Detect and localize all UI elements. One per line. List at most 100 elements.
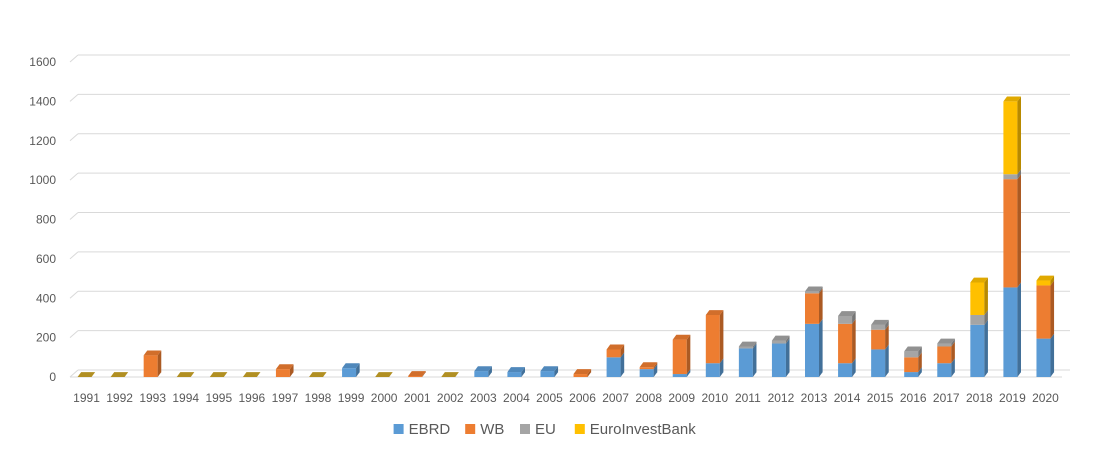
- bar-side: [686, 369, 691, 377]
- bar-top: [375, 372, 393, 377]
- bar-stack: [705, 310, 724, 377]
- bar-top: [805, 286, 823, 292]
- bar-side: [157, 350, 162, 377]
- bar-segment-ebrd: [970, 324, 985, 377]
- bar-top: [738, 341, 757, 347]
- legend: EBRD WB EU EuroInvestBank: [393, 421, 696, 438]
- bar-segment-wb: [408, 376, 423, 377]
- gridline-wall: [69, 172, 79, 181]
- y-tick-label: 400: [36, 291, 56, 305]
- bar-stack: [573, 369, 592, 377]
- bar-side: [1017, 96, 1021, 175]
- legend-swatch: [393, 424, 404, 434]
- bar-stack: [176, 372, 195, 377]
- bar-side: [521, 367, 525, 377]
- bar-side: [918, 346, 922, 358]
- x-tick-label: 2016: [900, 391, 927, 405]
- y-tick-label: 800: [36, 213, 56, 227]
- bar-top: [408, 371, 426, 377]
- bar-stack: [540, 366, 559, 377]
- bar-segment-ebrd: [672, 374, 687, 377]
- bar-stack: [309, 372, 327, 377]
- bar-side: [422, 371, 426, 377]
- bar-side: [785, 338, 790, 377]
- bar-side: [885, 324, 889, 350]
- bar-top: [970, 277, 988, 283]
- bar-segment-ebrd: [507, 372, 522, 377]
- bar-top: [77, 372, 96, 377]
- bar-stack: [970, 277, 988, 377]
- legend-swatch: [520, 424, 530, 434]
- x-tick-label: 2007: [602, 391, 629, 405]
- x-tick-label: 2005: [536, 391, 563, 405]
- bar-top: [176, 372, 195, 377]
- bar-stack: [474, 366, 492, 377]
- bar-stack: [937, 338, 955, 377]
- gridline-wall: [69, 251, 79, 260]
- bar-side: [1017, 174, 1021, 288]
- bar-stack: [838, 311, 856, 377]
- x-tick-label: 2010: [701, 391, 728, 405]
- bar-stack: [110, 372, 129, 377]
- bar-segment-eu: [738, 346, 753, 349]
- bar-segment-euroinvestbank: [1003, 101, 1018, 175]
- bar-segment-wb: [904, 357, 919, 373]
- bar-segment-wb: [805, 293, 819, 324]
- bar-side: [885, 319, 889, 330]
- x-tick-label: 1996: [239, 391, 266, 405]
- gridlines: [69, 54, 1070, 378]
- bar-side: [752, 341, 757, 349]
- bar-side: [984, 310, 988, 325]
- bar-segment-wb: [1036, 285, 1051, 339]
- bar-side: [653, 362, 658, 370]
- legend-swatch: [574, 424, 585, 434]
- gridline-wall: [69, 330, 79, 339]
- legend-item: WB: [465, 421, 504, 438]
- bar-side: [819, 318, 823, 377]
- y-tick-label: 1600: [29, 55, 56, 69]
- bar-top: [1036, 275, 1055, 281]
- bar-segment-eu: [1003, 174, 1018, 180]
- bar-top: [771, 335, 790, 341]
- bar-stack: [1036, 275, 1055, 377]
- bar-segment-ebrd: [540, 371, 555, 377]
- bar-side: [984, 319, 988, 377]
- bar-segment-ebrd: [1036, 338, 1051, 377]
- bar-top: [507, 367, 525, 373]
- bar-top: [309, 372, 327, 377]
- bar-segment-eu: [838, 315, 853, 324]
- gridline-wall: [69, 133, 79, 142]
- bar-segment-wb: [639, 367, 654, 370]
- y-tick-label: 600: [36, 252, 56, 266]
- bar-side: [852, 311, 856, 324]
- x-tick-label: 2018: [966, 391, 993, 405]
- bar-side: [488, 366, 492, 377]
- bar-stack: [672, 334, 691, 377]
- x-tick-label: 2008: [635, 391, 662, 405]
- bar-side: [554, 366, 559, 377]
- bar-stack: [639, 362, 658, 377]
- bar-side: [918, 367, 922, 377]
- bar-top: [1003, 96, 1021, 102]
- bar-top: [275, 364, 294, 370]
- x-tick-label: 2011: [735, 391, 761, 405]
- bar-segment-wb: [1003, 179, 1018, 288]
- bar-stack: [375, 372, 393, 377]
- bar-segment-eu: [805, 291, 819, 294]
- y-tick-label: 200: [36, 331, 56, 345]
- bar-top: [871, 319, 889, 325]
- bar-side: [785, 335, 790, 344]
- bar-top: [606, 344, 625, 350]
- bar-segment-ebrd: [342, 368, 357, 377]
- x-tick-label: 2002: [437, 391, 464, 405]
- bar-stack: [209, 372, 228, 377]
- bar-segment-ebrd: [1003, 287, 1018, 377]
- bar-segment-euroinvestbank: [970, 282, 985, 315]
- bar-stack: [242, 372, 261, 377]
- bar-segment-ebrd: [771, 343, 786, 377]
- x-tick-label: 2014: [834, 391, 861, 405]
- bar-segment-wb: [275, 369, 290, 377]
- legend-item: EU: [520, 421, 556, 438]
- bar-stack: [275, 364, 294, 377]
